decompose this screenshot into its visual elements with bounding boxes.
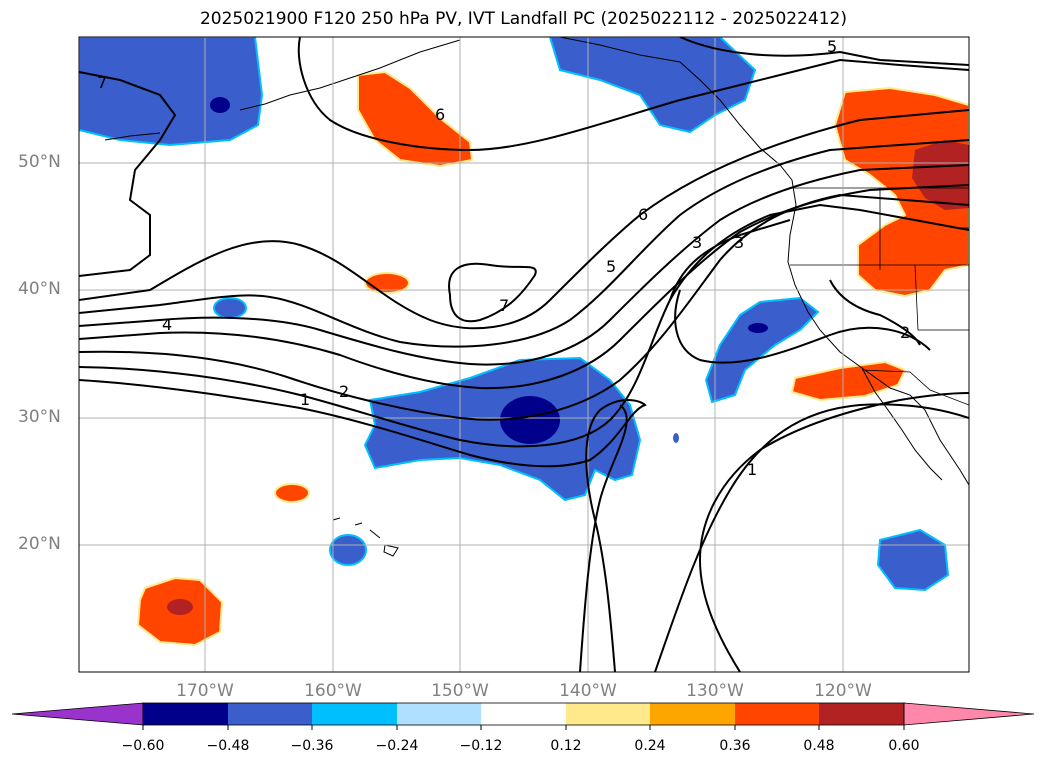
map-title: 2025021900 F120 250 hPa PV, IVT Landfall…: [199, 9, 847, 29]
lon-label-120w: 120°W: [814, 681, 872, 701]
contour-label: 5: [827, 37, 837, 56]
colorbar-segment: [228, 703, 312, 725]
colorbar-tick-label: −0.48: [206, 738, 250, 754]
colorbar: [11, 702, 1035, 730]
coastline-hawaii: [332, 517, 399, 557]
contour-label: 3: [734, 233, 744, 252]
negative-anomaly-tiny: [673, 433, 679, 443]
colorbar-extend-left: [11, 702, 144, 726]
negative-core-central: [500, 396, 560, 444]
contour-4: [79, 184, 969, 390]
coastlines: [104, 37, 969, 557]
contour-top-right: [679, 37, 969, 66]
colorbar-tick-label: −0.36: [290, 738, 334, 754]
contour-label: 7: [499, 296, 509, 315]
lon-label-170w: 170°W: [176, 681, 234, 701]
negative-anomaly-fills: [79, 37, 950, 592]
coastline-baja: [861, 367, 943, 481]
negative-anomaly-mexico: [876, 528, 950, 592]
contour-label: 1: [747, 460, 757, 479]
positive-anomaly-fills: [136, 70, 969, 647]
negative-anomaly-hawaii: [329, 534, 367, 566]
lat-label-40n: 40°N: [18, 279, 61, 299]
colorbar-segment: [566, 703, 650, 725]
lat-label-30n: 30°N: [18, 407, 61, 427]
lat-label-20n: 20°N: [18, 534, 61, 554]
negative-anomaly-small-a: [213, 297, 247, 319]
colorbar-frame: [142, 702, 905, 726]
negative-anomaly-nw: [79, 37, 264, 147]
positive-anomaly-pnw: [833, 86, 969, 298]
lon-label-140w: 140°W: [559, 681, 617, 701]
lon-label-130w: 130°W: [686, 681, 744, 701]
negative-core-offshore: [748, 323, 768, 333]
gridlines: [79, 37, 969, 672]
coastline-aleutians: [104, 39, 461, 141]
colorbar-segment: [312, 703, 397, 725]
contour-label: 6: [435, 105, 445, 124]
ivt-contours: [79, 37, 969, 672]
colorbar-tick-label: −0.24: [375, 738, 419, 754]
contour-6: [79, 139, 969, 348]
contour-label: 1: [300, 390, 310, 409]
colorbar-segment: [735, 703, 819, 725]
contour-label: 7: [97, 73, 107, 92]
contour-7-loop: [448, 262, 537, 323]
positive-anomaly-bering: [357, 70, 474, 168]
positive-core-southwest: [167, 599, 193, 615]
colorbar-tick-label: −0.60: [121, 738, 165, 754]
lat-label-50n: 50°N: [18, 152, 61, 172]
contour-5: [79, 164, 969, 366]
positive-anomaly-small-b: [274, 483, 310, 503]
map-panel: 7 6 5 4 3 2 1 7 6 5 3 2 1: [79, 37, 969, 672]
border-us-mexico: [861, 369, 969, 406]
contour-label: 6: [638, 205, 648, 224]
colorbar-tick-label: 0.48: [803, 738, 835, 754]
contour-label: 2: [900, 323, 910, 342]
colorbar-tick-label: 0.24: [634, 738, 666, 754]
contour-1-east: [654, 403, 969, 672]
colorbar-segment: [650, 703, 735, 725]
positive-core-pnw: [912, 140, 969, 210]
contour-1-west: [79, 379, 647, 672]
contour-7-west: [79, 71, 177, 277]
colorbar-tick-label: 0.12: [550, 738, 582, 754]
lon-label-150w: 150°W: [431, 681, 489, 701]
contour-label: 5: [606, 257, 616, 276]
negative-core-nw: [210, 97, 230, 113]
contour-3: [79, 193, 969, 421]
negative-anomaly-gulf-alaska: [548, 37, 757, 134]
contour-label: 2: [339, 382, 349, 401]
contour-offshore: [674, 289, 931, 364]
colorbar-segment: [143, 703, 228, 725]
coastline-west-us: [787, 179, 969, 486]
contour-2-east: [698, 392, 969, 672]
colorbar-tick-label: 0.60: [888, 738, 920, 754]
contour-label: 3: [692, 233, 702, 252]
contour-2: [79, 203, 969, 448]
colorbar-tick-label: 0.36: [719, 738, 751, 754]
contour-label: 4: [162, 315, 172, 334]
colorbar-extend-right: [903, 702, 1035, 726]
lon-label-160w: 160°W: [304, 681, 362, 701]
border-states: [790, 188, 969, 331]
colorbar-segment: [819, 703, 904, 725]
contour-6-north: [297, 37, 969, 152]
colorbar-segment: [397, 703, 481, 725]
contour-east-wavy: [829, 279, 921, 346]
contour-2-south: [669, 219, 791, 301]
contour-label-group: 7 6 5 4 3 2 1 7 6 5 3 2 1: [97, 37, 910, 479]
colorbar-tick-label: −0.12: [459, 738, 503, 754]
positive-anomaly-baja: [790, 360, 907, 402]
contour-1-inner: [579, 404, 628, 672]
contour-7-middle: [79, 109, 969, 330]
coastline-alaska: [559, 37, 793, 181]
negative-anomaly-offshore: [704, 296, 820, 404]
map-frame: [78, 36, 970, 673]
colorbar-segment: [481, 703, 566, 725]
